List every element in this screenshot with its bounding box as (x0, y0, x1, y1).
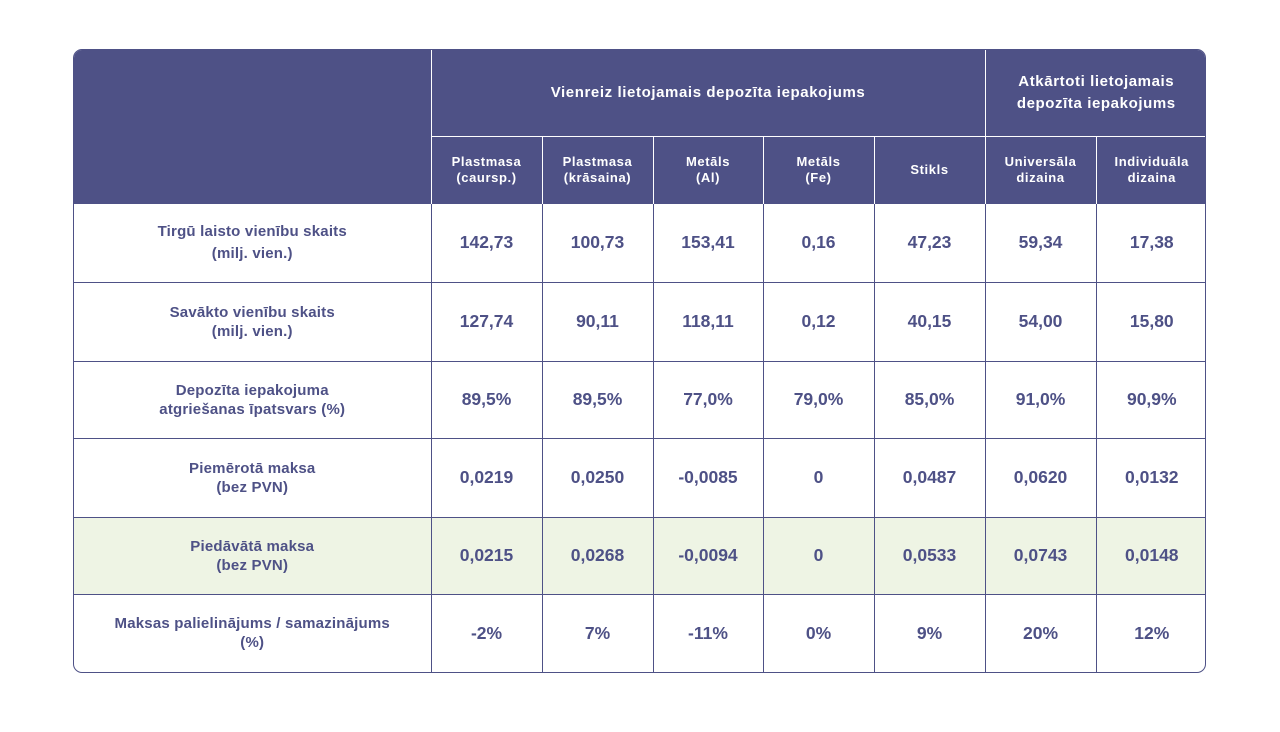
table-cell: 12% (1095, 593, 1205, 672)
table-cell: 90,11 (541, 281, 653, 361)
header-corner (74, 50, 431, 204)
table-cell: 0 (762, 437, 874, 517)
table-row-fee-change: Maksas palielinājums / samazinājums (%) … (74, 593, 1205, 672)
column-header-line: Metāls (685, 154, 731, 170)
table-cell: 90,9% (1095, 360, 1205, 438)
table-cell: 59,34 (984, 204, 1097, 282)
table-cell: -11% (652, 593, 763, 672)
table-cell: 0,0250 (541, 437, 653, 517)
row-label-line: Depozīta iepakojuma (175, 381, 329, 399)
column-header-metal-fe: Metāls (Fe) (762, 136, 874, 204)
table-cell: 100,73 (541, 204, 653, 282)
table-cell: 40,15 (873, 281, 986, 361)
header-group-reusable-line1: Atkārtoti lietojamais (1018, 72, 1175, 90)
table-cell: 142,73 (430, 204, 542, 282)
row-label: Maksas palielinājums / samazinājums (%) (74, 593, 432, 672)
row-label-line: (milj. vien.) (211, 245, 293, 263)
table-cell: 0,0132 (1095, 437, 1205, 517)
header-group-reusable: Atkārtoti lietojamais depozīta iepakojum… (984, 50, 1205, 137)
table-cell: 0,0620 (984, 437, 1097, 517)
table-cell: 77,0% (652, 360, 763, 438)
table-cell: 0,0219 (430, 437, 542, 517)
row-label: Savākto vienību skaits (milj. vien.) (74, 281, 432, 361)
column-header-line: Plastmasa (451, 154, 522, 170)
row-label-line: Piedāvātā maksa (190, 537, 315, 555)
table-cell: 79,0% (762, 360, 874, 438)
column-header-plastic-colored: Plastmasa (krāsaina) (541, 136, 653, 204)
column-header-glass: Stikls (873, 136, 986, 204)
data-table: Vienreiz lietojamais depozīta iepakojums… (74, 50, 1205, 672)
table-row-return-rate: Depozīta iepakojuma atgriešanas īpatsvar… (74, 360, 1205, 438)
column-header-line: (Fe) (805, 170, 832, 186)
column-header-line: Individuāla (1114, 154, 1190, 170)
table-cell: 89,5% (430, 360, 542, 438)
table-cell: 0,0533 (873, 516, 986, 594)
table-cell: 0 (762, 516, 874, 594)
table-row-proposed-fee: Piedāvātā maksa (bez PVN) 0,0215 0,0268 … (74, 516, 1205, 594)
table-cell: 0,16 (762, 204, 874, 282)
table-cell: 0,0215 (430, 516, 542, 594)
row-label-line: (milj. vien.) (211, 322, 293, 340)
table-cell: 85,0% (873, 360, 986, 438)
column-header-line: dizaina (1127, 170, 1176, 186)
table-cell: 0,0268 (541, 516, 653, 594)
table-cell: 15,80 (1095, 281, 1205, 361)
table-cell: -0,0094 (652, 516, 763, 594)
table-cell: 7% (541, 593, 653, 672)
column-header-line: (Al) (695, 170, 721, 186)
column-header-line: Metāls (796, 154, 841, 170)
table-cell: 9% (873, 593, 986, 672)
row-label: Piedāvātā maksa (bez PVN) (74, 516, 432, 594)
column-header-individual-design: Individuāla dizaina (1095, 136, 1205, 204)
row-label-line: Maksas palielinājums / samazinājums (114, 615, 390, 633)
table-row-units-placed: Tirgū laisto vienību skaits (milj. vien.… (74, 204, 1205, 282)
table-cell: 0,12 (762, 281, 874, 361)
table-row-units-collected: Savākto vienību skaits (milj. vien.) 127… (74, 281, 1205, 361)
table-cell: -2% (430, 593, 542, 672)
row-label-line: (%) (240, 634, 265, 652)
table-cell: 118,11 (652, 281, 763, 361)
table-cell: 0,0487 (873, 437, 986, 517)
row-label: Depozīta iepakojuma atgriešanas īpatsvar… (74, 360, 432, 438)
column-header-universal-design: Universāla dizaina (984, 136, 1097, 204)
table-cell: 0,0743 (984, 516, 1097, 594)
column-header-line: Universāla (1004, 154, 1077, 170)
column-header-line: Plastmasa (562, 154, 633, 170)
table-cell: 20% (984, 593, 1097, 672)
row-label: Piemērotā maksa (bez PVN) (74, 437, 432, 517)
table-cell: 54,00 (984, 281, 1097, 361)
table-cell: 153,41 (652, 204, 763, 282)
column-header-metal-al: Metāls (Al) (652, 136, 763, 204)
header-group-reusable-line2: depozīta iepakojums (1016, 94, 1176, 112)
table-cell: 0% (762, 593, 874, 672)
table-row-applied-fee: Piemērotā maksa (bez PVN) 0,0219 0,0250 … (74, 437, 1205, 517)
row-label-line: atgriešanas īpatsvars (%) (159, 400, 346, 418)
row-label-line: Tirgū laisto vienību skaits (157, 223, 347, 241)
table-cell: 47,23 (873, 204, 986, 282)
row-label-line: (bez PVN) (216, 556, 289, 574)
row-label-line: Savākto vienību skaits (169, 303, 335, 321)
fee-comparison-table: Vienreiz lietojamais depozīta iepakojums… (73, 49, 1206, 673)
table-cell: -0,0085 (652, 437, 763, 517)
column-header-plastic-clear: Plastmasa (caursp.) (430, 136, 542, 204)
column-header-line: (caursp.) (456, 170, 517, 186)
table-cell: 127,74 (430, 281, 542, 361)
table-cell: 0,0148 (1095, 516, 1205, 594)
row-label-line: (bez PVN) (216, 478, 289, 496)
table-cell: 91,0% (984, 360, 1097, 438)
column-header-line: Stikls (910, 162, 949, 178)
table-cell: 17,38 (1095, 204, 1205, 282)
row-label: Tirgū laisto vienību skaits (milj. vien.… (74, 204, 432, 282)
column-header-line: dizaina (1016, 170, 1065, 186)
row-label-line: Piemērotā maksa (189, 459, 316, 477)
header-group-single-use: Vienreiz lietojamais depozīta iepakojums (430, 50, 986, 137)
column-header-line: (krāsaina) (563, 170, 632, 186)
table-cell: 89,5% (541, 360, 653, 438)
